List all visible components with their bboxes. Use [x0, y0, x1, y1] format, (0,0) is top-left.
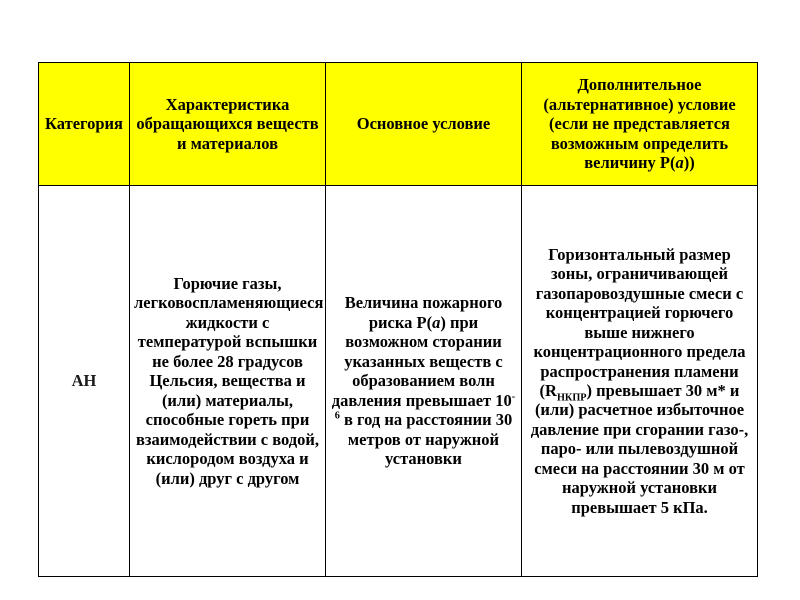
extra-condition-part1: Горизонтальный размер зоны, ограничивающ…	[533, 244, 746, 400]
header-label-extra-line3: (если не представляется	[549, 114, 730, 134]
extra-condition-subscript: НКПР	[556, 392, 587, 404]
cell-characteristic-value: Горючие газы, легковоспламеняющиеся жидк…	[129, 185, 326, 577]
characteristic-text: Горючие газы, легковоспламеняющиеся жидк…	[134, 273, 324, 488]
header-label-extra-line5-post: ))	[683, 153, 695, 173]
header-label-extra-line5: величину Р(a))	[526, 153, 753, 172]
main-condition-part2: ) при возможном сторании указанных вещес…	[331, 312, 512, 410]
header-cell-characteristic: Характеристика обращающихся веществ и ма…	[129, 62, 326, 186]
header-label-category: Категория	[45, 114, 123, 134]
main-condition-text: Величина пожарного риска Р(a) при возмож…	[330, 293, 517, 468]
main-condition-exponent: -6	[334, 391, 516, 422]
category-code-label: АН	[71, 371, 97, 391]
header-cell-category: Категория	[38, 62, 130, 186]
header-label-extra-line1: Дополнительное	[577, 75, 702, 95]
cell-main-condition-value: Величина пожарного риска Р(a) при возмож…	[325, 185, 522, 577]
header-label-extra-line4: возможным определить	[550, 133, 729, 153]
header-label-characteristic: Характеристика обращающихся веществ и ма…	[136, 94, 319, 153]
cell-category-value: АН	[38, 185, 130, 577]
header-cell-main-condition: Основное условие	[325, 62, 522, 186]
header-cell-extra-condition: Дополнительное (альтернативное) условие …	[521, 62, 758, 186]
header-label-extra-line5-pre: величину Р(	[584, 153, 676, 173]
extra-condition-text: Горизонтальный размер зоны, ограничивающ…	[526, 245, 753, 518]
table-row: АН Горючие газы, легковоспламеняющиеся ж…	[38, 185, 758, 577]
category-criteria-table: Категория Характеристика обращающихся ве…	[38, 62, 758, 577]
extra-condition-part2: ) превышает 30 м* и (или) расчетное избы…	[530, 381, 749, 517]
header-label-extra-line2: (альтернативное) условие	[543, 94, 736, 114]
main-condition-variable: a	[432, 312, 441, 332]
main-condition-part3: в год на расстоянии 30 метров от наружно…	[339, 410, 513, 469]
header-label-extra-line5-variable: a	[675, 153, 684, 173]
cell-extra-condition-value: Горизонтальный размер зоны, ограничивающ…	[521, 185, 758, 577]
main-condition-part1: Величина пожарного риска Р(	[344, 293, 503, 332]
header-label-main-condition: Основное условие	[356, 114, 491, 134]
table-header-row: Категория Характеристика обращающихся ве…	[38, 62, 758, 186]
